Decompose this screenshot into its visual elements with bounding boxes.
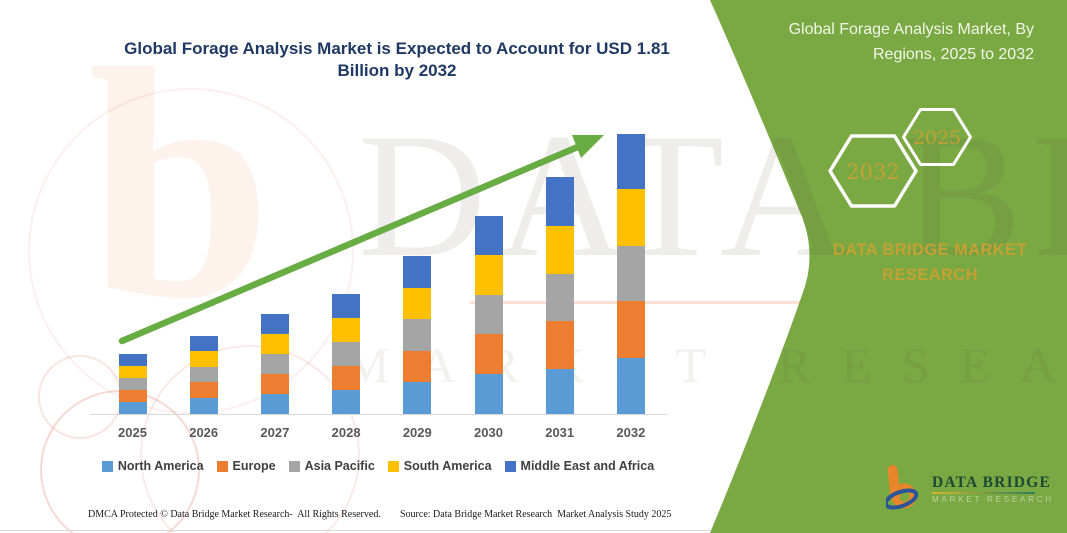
bottom-divider xyxy=(0,530,710,531)
bar-segment-middle-east-and-africa xyxy=(403,256,432,288)
bar-segment-asia-pacific xyxy=(403,319,432,351)
chart-title-line1: Global Forage Analysis Market is Expecte… xyxy=(124,39,670,58)
x-axis-label-2028: 2028 xyxy=(331,425,361,440)
bar-segment-south-america xyxy=(118,366,147,378)
legend-item-asia-pacific: Asia Pacific xyxy=(288,459,375,473)
dmca-notice: DMCA Protected © Data Bridge Market Rese… xyxy=(88,509,381,520)
x-axis-line xyxy=(90,414,668,415)
legend-label: South America xyxy=(403,459,492,473)
bar-segment-south-america xyxy=(403,288,432,319)
x-axis-label-2026: 2026 xyxy=(189,425,219,440)
bar-segment-europe xyxy=(332,366,361,390)
bar-segment-north-america xyxy=(332,390,361,414)
plot-area xyxy=(90,120,675,414)
chart-legend: North America Europe Asia Pacific South Ame… xyxy=(78,459,678,473)
bar-segment-europe xyxy=(189,382,218,398)
bar-segment-middle-east-and-africa xyxy=(260,314,289,334)
brand-line1: DATA BRIDGE MARKET xyxy=(833,241,1027,259)
bar-segment-asia-pacific xyxy=(189,367,218,382)
bar-2029 xyxy=(403,256,432,414)
legend-item-middle-east-and-africa: Middle East and Africa xyxy=(504,459,655,473)
bar-2030 xyxy=(474,216,503,414)
bar-segment-north-america xyxy=(474,374,503,414)
legend-label: North America xyxy=(117,459,204,473)
legend-label: Asia Pacific xyxy=(304,459,375,473)
bar-segment-asia-pacific xyxy=(332,342,361,366)
logo-subtext: MARKET RESEARCH xyxy=(932,495,1054,504)
x-axis-label-2032: 2032 xyxy=(616,425,646,440)
x-axis-label-2029: 2029 xyxy=(402,425,432,440)
bar-segment-middle-east-and-africa xyxy=(332,294,361,318)
bar-segment-middle-east-and-africa xyxy=(474,216,503,255)
bar-segment-south-america xyxy=(332,318,361,342)
bar-segment-north-america xyxy=(260,394,289,414)
bar-2027 xyxy=(260,314,289,414)
legend-item-europe: Europe xyxy=(216,459,276,473)
bar-2031 xyxy=(545,177,574,414)
bar-segment-middle-east-and-africa xyxy=(118,354,147,366)
bar-segment-south-america xyxy=(260,334,289,354)
chart-title-line2: Billion by 2032 xyxy=(337,61,457,80)
bar-segment-north-america xyxy=(403,382,432,414)
bar-segment-europe xyxy=(474,334,503,374)
hexagon-year-2032: 2032 xyxy=(846,160,900,184)
bar-segment-middle-east-and-africa xyxy=(189,336,218,351)
bar-segment-europe xyxy=(118,390,147,402)
hexagon-year-2025: 2025 xyxy=(912,127,962,149)
bar-segment-south-america xyxy=(474,255,503,295)
bar-segment-asia-pacific xyxy=(118,378,147,390)
bar-segment-asia-pacific xyxy=(474,295,503,334)
side-panel-heading-line1: Global Forage Analysis Market, By xyxy=(788,21,1034,38)
data-bridge-logo-icon xyxy=(886,465,919,510)
bar-2025 xyxy=(118,354,147,414)
bar-segment-middle-east-and-africa xyxy=(545,177,574,226)
brand-line2: RESEARCH xyxy=(882,266,978,284)
bar-segment-middle-east-and-africa xyxy=(616,134,645,189)
x-axis-label-2027: 2027 xyxy=(260,425,290,440)
legend-swatch-icon xyxy=(387,460,399,472)
source-note: Source: Data Bridge Market Research Mark… xyxy=(400,509,672,520)
watermark-market-research-text: MARKET RESEARCH xyxy=(345,337,1067,393)
bar-segment-south-america xyxy=(189,351,218,367)
legend-item-north-america: North America xyxy=(101,459,204,473)
x-axis-label-2030: 2030 xyxy=(474,425,503,440)
logo-wordmark: DATA BRIDGE xyxy=(932,474,1051,491)
bar-segment-europe xyxy=(545,321,574,369)
bar-segment-south-america xyxy=(545,226,574,274)
bar-segment-asia-pacific xyxy=(616,246,645,301)
bar-2026 xyxy=(189,336,218,414)
bar-segment-europe xyxy=(260,374,289,394)
legend-item-south-america: South America xyxy=(387,459,492,473)
bar-segment-asia-pacific xyxy=(260,354,289,374)
side-panel-heading-line2: Regions, 2025 to 2032 xyxy=(872,46,1034,63)
bar-segment-europe xyxy=(616,301,645,358)
legend-label: Europe xyxy=(232,459,276,473)
side-panel-heading: Global Forage Analysis Market, By Region… xyxy=(778,17,1034,67)
bar-2032 xyxy=(616,134,645,414)
bar-segment-north-america xyxy=(616,358,645,414)
x-axis-label-2031: 2031 xyxy=(545,425,575,440)
legend-swatch-icon xyxy=(216,460,228,472)
x-axis-label-2025: 2025 xyxy=(118,425,147,440)
bar-segment-asia-pacific xyxy=(545,274,574,321)
brand-wordmark: DATA BRIDGE MARKET RESEARCH xyxy=(800,238,1060,288)
bar-segment-europe xyxy=(403,351,432,382)
logo-divider xyxy=(932,492,1035,494)
chart-title: Global Forage Analysis Market is Expecte… xyxy=(62,38,732,82)
bar-segment-north-america xyxy=(118,402,147,414)
legend-swatch-icon xyxy=(288,460,300,472)
legend-swatch-icon xyxy=(504,460,516,472)
legend-label: Middle East and Africa xyxy=(520,459,655,473)
bar-segment-south-america xyxy=(616,189,645,246)
legend-swatch-icon xyxy=(101,460,113,472)
bar-segment-north-america xyxy=(545,369,574,414)
bar-2028 xyxy=(332,294,361,414)
bar-segment-north-america xyxy=(189,398,218,414)
